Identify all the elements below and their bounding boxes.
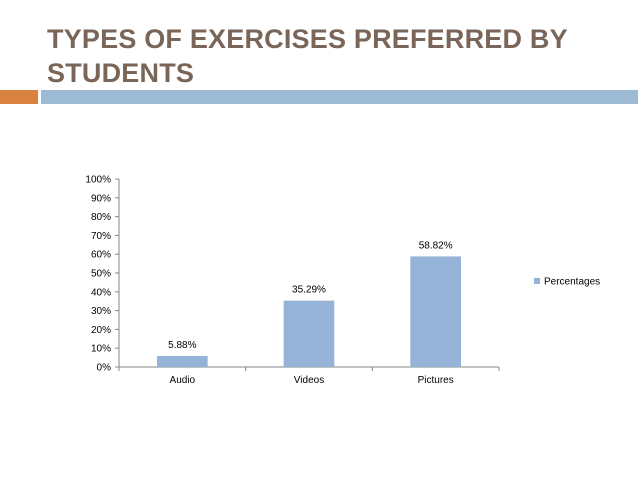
bar-videos — [283, 300, 335, 367]
x-tick-label: Videos — [294, 375, 324, 386]
y-tick-label: 90% — [91, 193, 111, 204]
bar-pictures — [410, 256, 461, 367]
chart-legend: Percentages — [534, 277, 600, 288]
chart-bars: 5.88% 35.29% 58.82% — [157, 240, 461, 367]
y-tick-label: 30% — [91, 306, 111, 317]
x-tick-label: Audio — [170, 375, 196, 386]
bar-audio — [157, 355, 208, 367]
accent-bar-orange — [0, 90, 38, 104]
accent-bar-blue — [41, 90, 638, 104]
y-tick-label: 70% — [91, 231, 111, 242]
data-label: 58.82% — [419, 240, 453, 251]
y-tick-label: 100% — [85, 175, 111, 186]
legend-label: Percentages — [544, 277, 600, 288]
y-tick-label: 20% — [91, 325, 111, 336]
y-tick-label: 10% — [91, 344, 111, 355]
y-tick-label: 40% — [91, 287, 111, 298]
slide-title: TYPES OF EXERCISES PREFERRED BY STUDENTS — [47, 24, 568, 88]
x-tick-label: Pictures — [418, 375, 454, 386]
data-label: 5.88% — [168, 340, 196, 351]
y-tick-label: 50% — [91, 269, 111, 280]
legend-swatch — [534, 278, 540, 284]
y-tick-label: 80% — [91, 212, 111, 223]
data-label: 35.29% — [292, 285, 326, 296]
y-tick-label: 60% — [91, 250, 111, 261]
y-tick-label: 0% — [97, 363, 112, 374]
